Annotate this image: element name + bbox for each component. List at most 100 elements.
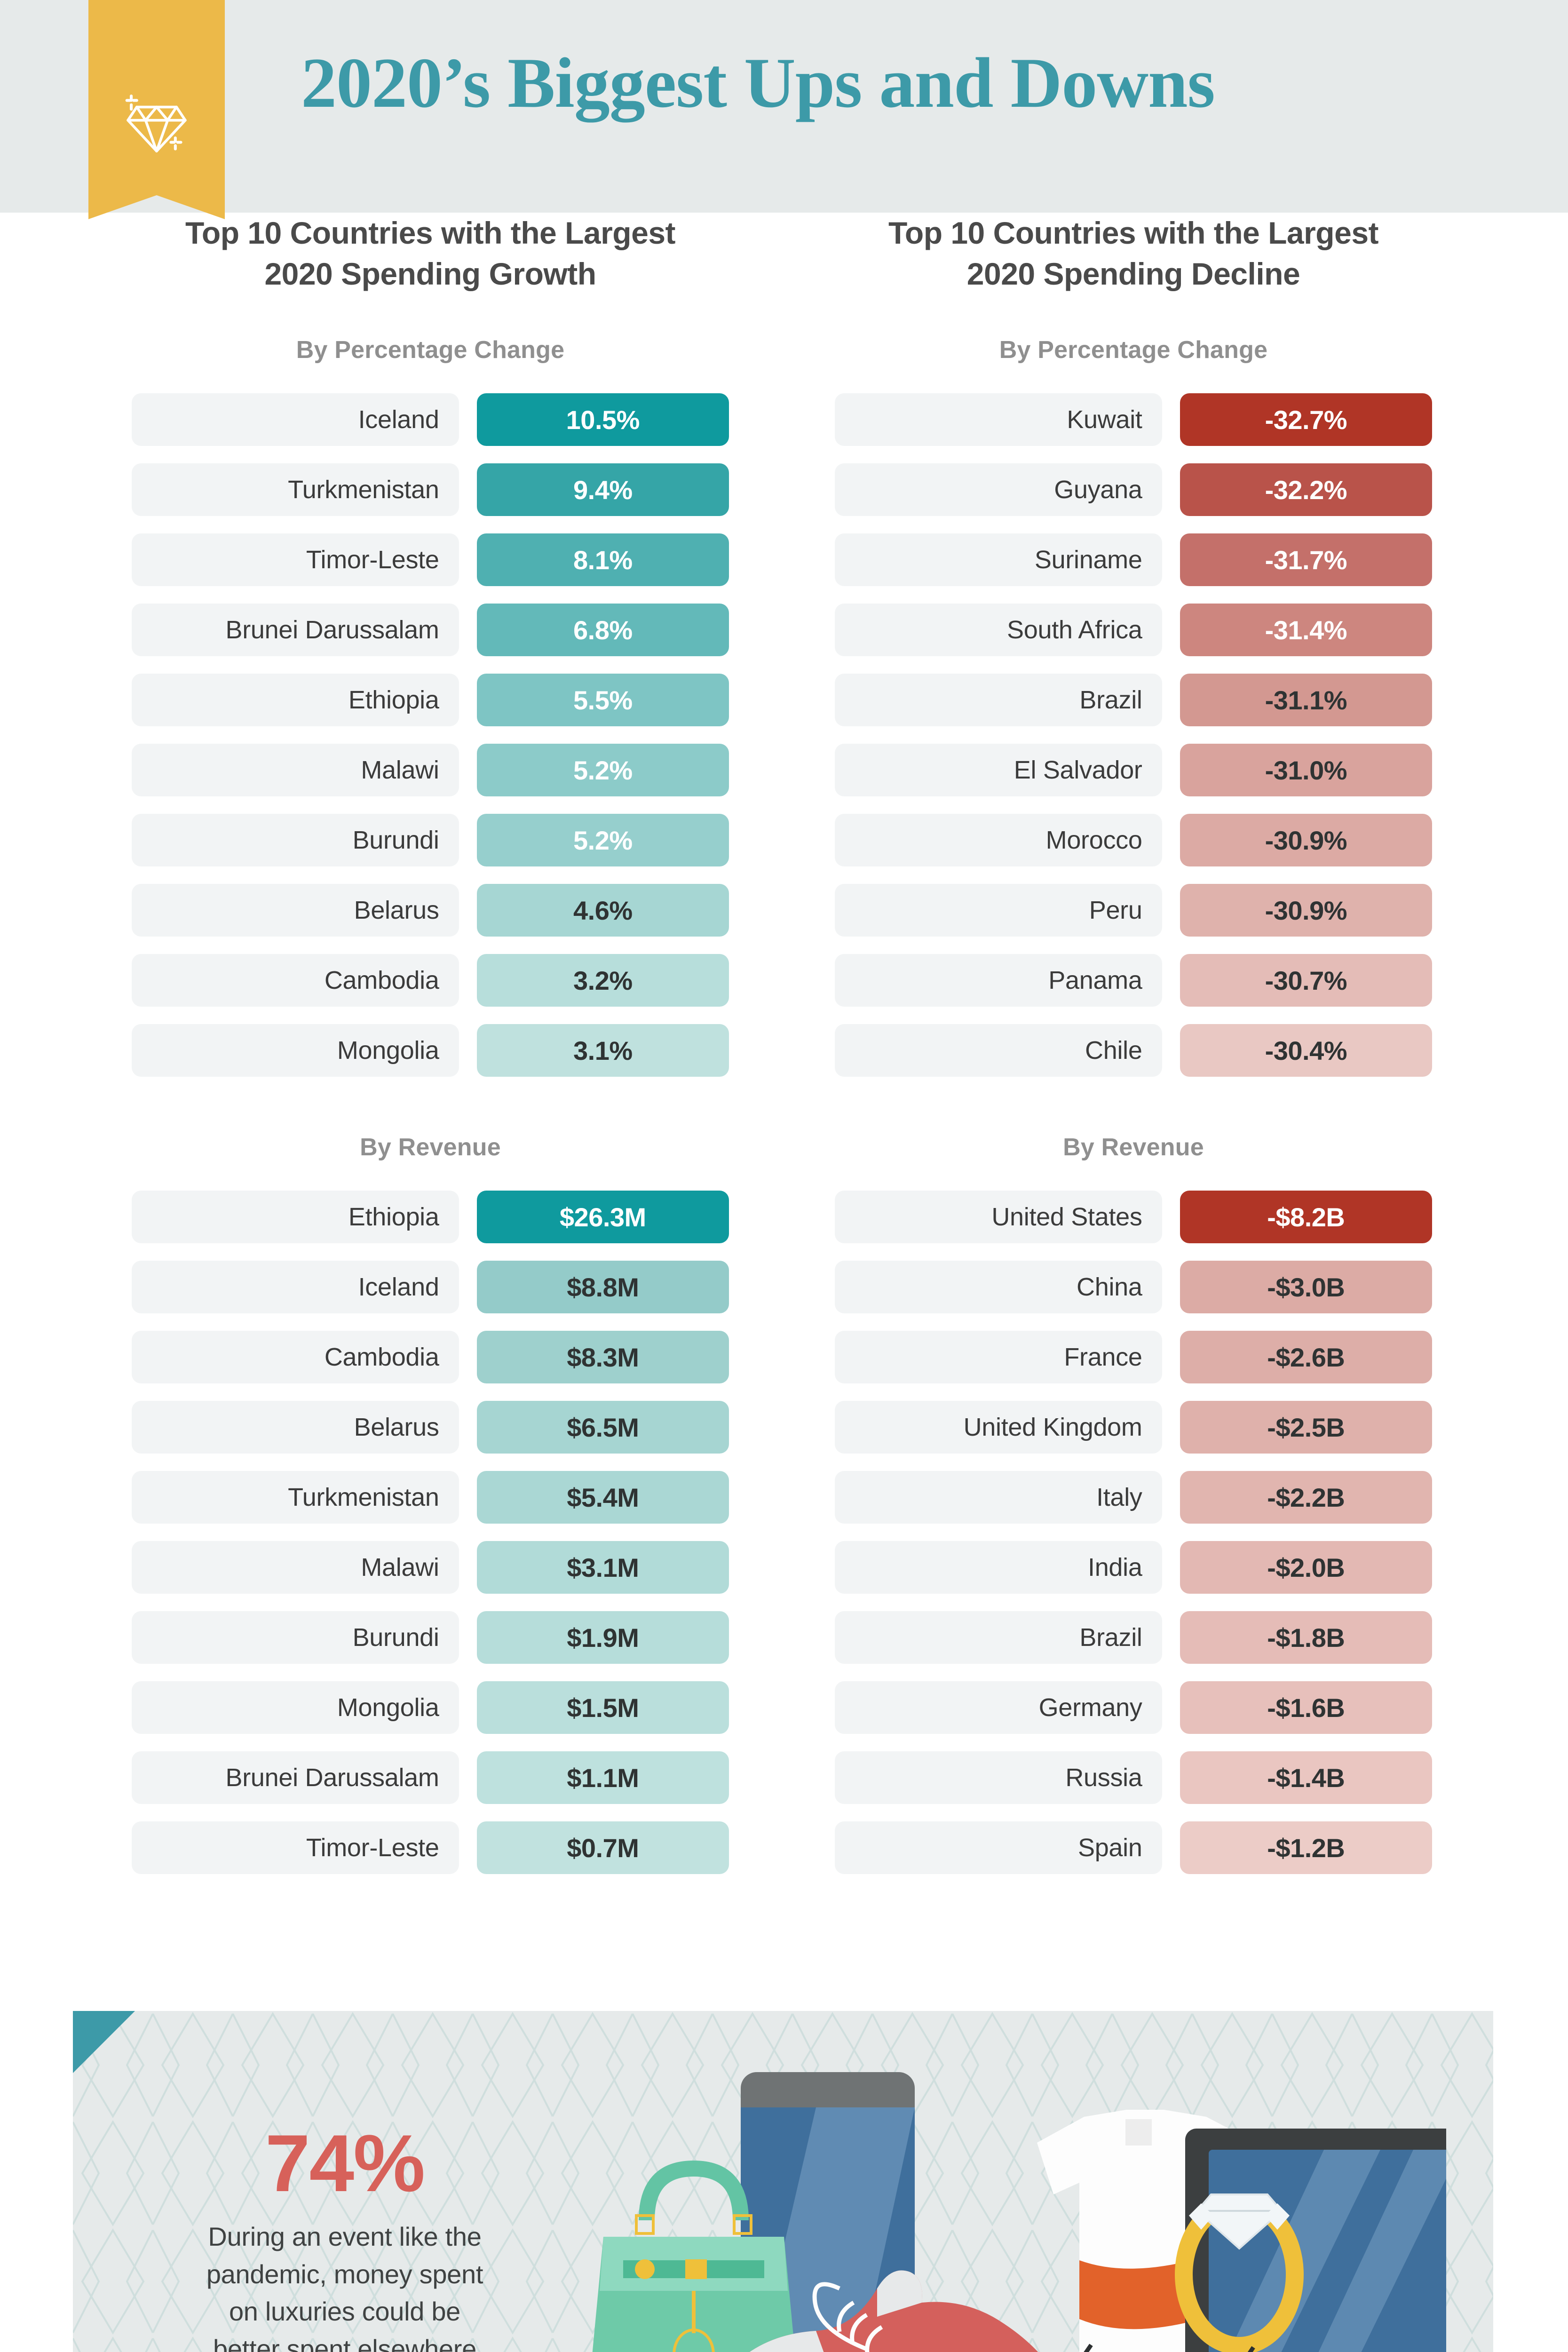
table-row: Turkmenistan 9.4%	[132, 463, 729, 516]
growth-column: Top 10 Countries with the Largest 2020 S…	[73, 213, 788, 1875]
growth-column-title: Top 10 Countries with the Largest 2020 S…	[73, 213, 788, 294]
value-pill: -$2.6B	[1180, 1331, 1432, 1384]
ribbon-badge	[88, 0, 225, 179]
table-row: Iceland 10.5%	[132, 393, 729, 446]
value-pill: -32.7%	[1180, 393, 1432, 446]
value-pill: $6.5M	[476, 1401, 729, 1454]
table-row: Belarus $6.5M	[132, 1401, 729, 1454]
table-row: United States -$8.2B	[835, 1191, 1432, 1244]
decline-column-title: Top 10 Countries with the Largest 2020 S…	[776, 213, 1491, 294]
value-pill: -30.7%	[1180, 954, 1432, 1007]
luxury-goods-illustration	[592, 2072, 1446, 2352]
decline-revenue-table: United States -$8.2B China -$3.0B France -$2.…	[835, 1191, 1432, 1875]
country-label: Morocco	[835, 814, 1162, 867]
country-label: Germany	[835, 1681, 1162, 1734]
country-label: France	[835, 1331, 1162, 1384]
value-pill: -$1.2B	[1180, 1821, 1432, 1875]
country-label: South Africa	[835, 604, 1162, 657]
table-row: Ethiopia $26.3M	[132, 1191, 729, 1244]
table-row: Iceland $8.8M	[132, 1261, 729, 1314]
country-label: Brunei Darussalam	[132, 1751, 459, 1804]
country-label: Italy	[835, 1471, 1162, 1524]
country-label: Timor-Leste	[132, 1821, 459, 1875]
value-pill: -$1.8B	[1180, 1611, 1432, 1664]
table-row: Cambodia $8.3M	[132, 1331, 729, 1384]
diamond-icon	[121, 89, 192, 162]
table-row: Russia -$1.4B	[835, 1751, 1432, 1804]
country-label: Turkmenistan	[132, 1471, 459, 1524]
value-pill: -31.0%	[1180, 744, 1432, 797]
growth-percentage-table: Iceland 10.5% Turkmenistan 9.4% Timor-Leste 8…	[132, 393, 729, 1077]
country-label: Burundi	[132, 814, 459, 867]
sports-car-icon	[1084, 2344, 1255, 2352]
table-row: El Salvador -31.0%	[835, 744, 1432, 797]
value-pill: -$2.5B	[1180, 1401, 1432, 1454]
value-pill: 5.5%	[476, 674, 729, 727]
value-pill: 4.6%	[476, 884, 729, 937]
growth-rev-subtitle: By Revenue	[360, 1134, 501, 1161]
table-row: Germany -$1.6B	[835, 1681, 1432, 1734]
table-row: Brunei Darussalam 6.8%	[132, 604, 729, 657]
value-pill: -32.2%	[1180, 463, 1432, 516]
decline-title-line2: 2020 Spending Decline	[966, 256, 1300, 292]
country-label: Iceland	[132, 393, 459, 446]
growth-title-line1: Top 10 Countries with the Largest	[185, 215, 676, 250]
value-pill: -31.7%	[1180, 533, 1432, 587]
callout-line4: better spent elsewhere	[213, 2334, 476, 2352]
country-label: Ethiopia	[132, 674, 459, 727]
table-row: South Africa -31.4%	[835, 604, 1432, 657]
value-pill: 9.4%	[476, 463, 729, 516]
value-pill: -$2.0B	[1180, 1541, 1432, 1594]
value-pill: $3.1M	[476, 1541, 729, 1594]
value-pill: $0.7M	[476, 1821, 729, 1875]
value-pill: 3.1%	[476, 1024, 729, 1077]
value-pill: 8.1%	[476, 533, 729, 587]
table-row: Brazil -31.1%	[835, 674, 1432, 727]
decline-title-line1: Top 10 Countries with the Largest	[888, 215, 1379, 250]
decline-rev-subtitle: By Revenue	[1063, 1134, 1204, 1161]
value-pill: -$8.2B	[1180, 1191, 1432, 1244]
value-pill: 3.2%	[476, 954, 729, 1007]
country-label: Iceland	[132, 1261, 459, 1314]
value-pill: -30.9%	[1180, 814, 1432, 867]
sneaker-icon	[749, 2270, 1038, 2352]
growth-revenue-table: Ethiopia $26.3M Iceland $8.8M Cambodia $8.3M B…	[132, 1191, 729, 1875]
country-label: Turkmenistan	[132, 463, 459, 516]
table-row: Italy -$2.2B	[835, 1471, 1432, 1524]
value-pill: $1.1M	[476, 1751, 729, 1804]
value-pill: $1.5M	[476, 1681, 729, 1734]
country-label: Peru	[835, 884, 1162, 937]
callout-line2: pandemic, money spent	[206, 2259, 483, 2289]
value-pill: $8.8M	[476, 1261, 729, 1314]
table-row: Timor-Leste $0.7M	[132, 1821, 729, 1875]
value-pill: 10.5%	[476, 393, 729, 446]
diamond-ring-icon	[1175, 2193, 1304, 2352]
country-label: United Kingdom	[835, 1401, 1162, 1454]
country-label: Suriname	[835, 533, 1162, 587]
country-label: Ethiopia	[132, 1191, 459, 1244]
handbag-icon	[592, 2160, 795, 2352]
table-row: Ethiopia 5.5%	[132, 674, 729, 727]
value-pill: -$1.6B	[1180, 1681, 1432, 1734]
table-row: Peru -30.9%	[835, 884, 1432, 937]
value-pill: $1.9M	[476, 1611, 729, 1664]
table-row: Brunei Darussalam $1.1M	[132, 1751, 729, 1804]
decline-percentage-table: Kuwait -32.7% Guyana -32.2% Suriname -31.7% So…	[835, 393, 1432, 1077]
country-label: India	[835, 1541, 1162, 1594]
table-row: Chile -30.4%	[835, 1024, 1432, 1077]
country-label: Brazil	[835, 1611, 1162, 1664]
value-pill: -30.4%	[1180, 1024, 1432, 1077]
callout-text-block: 74% During an event like the pandemic, m…	[157, 2123, 533, 2352]
value-pill: $26.3M	[476, 1191, 729, 1244]
country-label: Brazil	[835, 674, 1162, 727]
table-row: Cambodia 3.2%	[132, 954, 729, 1007]
table-row: United Kingdom -$2.5B	[835, 1401, 1432, 1454]
country-label: Brunei Darussalam	[132, 604, 459, 657]
value-pill: -$2.2B	[1180, 1471, 1432, 1524]
country-label: Mongolia	[132, 1024, 459, 1077]
callout-line1: During an event like the	[208, 2222, 482, 2251]
decline-pct-subtitle: By Percentage Change	[999, 336, 1268, 364]
table-row: Timor-Leste 8.1%	[132, 533, 729, 587]
table-row: Guyana -32.2%	[835, 463, 1432, 516]
